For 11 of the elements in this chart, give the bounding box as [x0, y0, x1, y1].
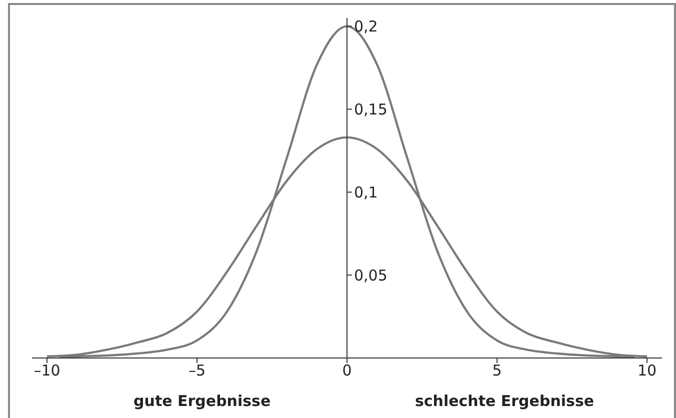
- y-tick-label: 0,15: [354, 100, 388, 119]
- x-tick-label: –10: [34, 362, 60, 380]
- y-tick-label: 0,05: [354, 266, 388, 284]
- text: gute Ergebnisse: [134, 392, 271, 410]
- y-tick-label: 0,2: [354, 18, 378, 36]
- x-tick-label: 10: [637, 362, 657, 380]
- x-tick-label: –5: [188, 362, 206, 380]
- x-tick-label: 0: [342, 362, 352, 380]
- y-tick-label: 0,1: [354, 183, 378, 202]
- x-tick-label: 5: [492, 362, 502, 380]
- text: schlechte Ergebnisse: [414, 392, 594, 410]
